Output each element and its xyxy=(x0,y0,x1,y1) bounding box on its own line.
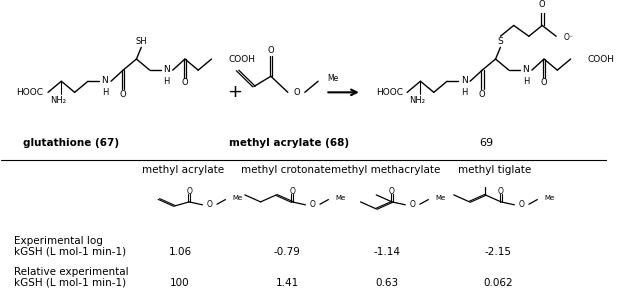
Text: O: O xyxy=(120,90,126,99)
Text: H: H xyxy=(164,77,170,86)
Text: methyl tiglate: methyl tiglate xyxy=(458,165,531,175)
Text: HOOC: HOOC xyxy=(17,88,43,97)
Text: NH₂: NH₂ xyxy=(50,96,66,105)
Text: methyl methacrylate: methyl methacrylate xyxy=(331,165,441,175)
Text: N: N xyxy=(461,76,467,85)
Text: Me: Me xyxy=(436,195,446,201)
Text: O: O xyxy=(539,0,546,9)
Text: H: H xyxy=(461,88,467,97)
Text: O: O xyxy=(293,88,299,97)
Text: kGSH (L mol-1 min-1): kGSH (L mol-1 min-1) xyxy=(14,278,126,288)
Text: O: O xyxy=(389,187,395,196)
Text: H: H xyxy=(523,77,529,86)
Text: N: N xyxy=(523,65,529,74)
Text: 0.062: 0.062 xyxy=(483,278,513,288)
Text: N: N xyxy=(102,76,108,85)
Text: 1.41: 1.41 xyxy=(276,278,299,288)
Text: methyl acrylate: methyl acrylate xyxy=(142,165,224,175)
Text: glutathione (67): glutathione (67) xyxy=(23,138,119,149)
Text: O: O xyxy=(498,187,504,196)
Text: H: H xyxy=(102,88,108,97)
Text: NH₂: NH₂ xyxy=(409,96,425,105)
Text: O: O xyxy=(310,200,316,209)
Text: Me: Me xyxy=(232,195,243,201)
Text: O: O xyxy=(182,79,188,87)
Text: 0.63: 0.63 xyxy=(376,278,399,288)
Text: O: O xyxy=(479,90,485,99)
Text: O: O xyxy=(519,200,525,209)
Text: O: O xyxy=(541,79,547,87)
Text: Me: Me xyxy=(544,195,555,201)
Text: -2.15: -2.15 xyxy=(484,247,512,257)
Text: methyl crotonate: methyl crotonate xyxy=(241,165,331,175)
Text: 1.06: 1.06 xyxy=(169,247,192,257)
Text: -1.14: -1.14 xyxy=(374,247,401,257)
Text: 69: 69 xyxy=(479,138,493,149)
Text: COOH: COOH xyxy=(588,55,614,64)
Text: +: + xyxy=(227,83,242,101)
Text: O: O xyxy=(268,46,274,55)
Text: -0.79: -0.79 xyxy=(274,247,301,257)
Text: Me: Me xyxy=(327,74,339,83)
Text: S: S xyxy=(497,37,503,46)
Text: Experimental log: Experimental log xyxy=(14,236,102,246)
Text: Relative experimental: Relative experimental xyxy=(14,267,128,277)
Text: SH: SH xyxy=(135,37,147,46)
Text: O⁻: O⁻ xyxy=(564,33,574,42)
Text: COOH: COOH xyxy=(229,55,255,64)
Text: Me: Me xyxy=(335,195,346,201)
Text: 100: 100 xyxy=(170,278,190,288)
Text: kGSH (L mol-1 min-1): kGSH (L mol-1 min-1) xyxy=(14,247,126,257)
Text: O: O xyxy=(289,187,295,196)
Text: O: O xyxy=(410,200,415,209)
Text: N: N xyxy=(163,65,170,74)
Text: methyl acrylate (68): methyl acrylate (68) xyxy=(229,138,349,149)
Text: O: O xyxy=(186,187,192,196)
Text: HOOC: HOOC xyxy=(376,88,402,97)
Text: O: O xyxy=(207,200,213,209)
